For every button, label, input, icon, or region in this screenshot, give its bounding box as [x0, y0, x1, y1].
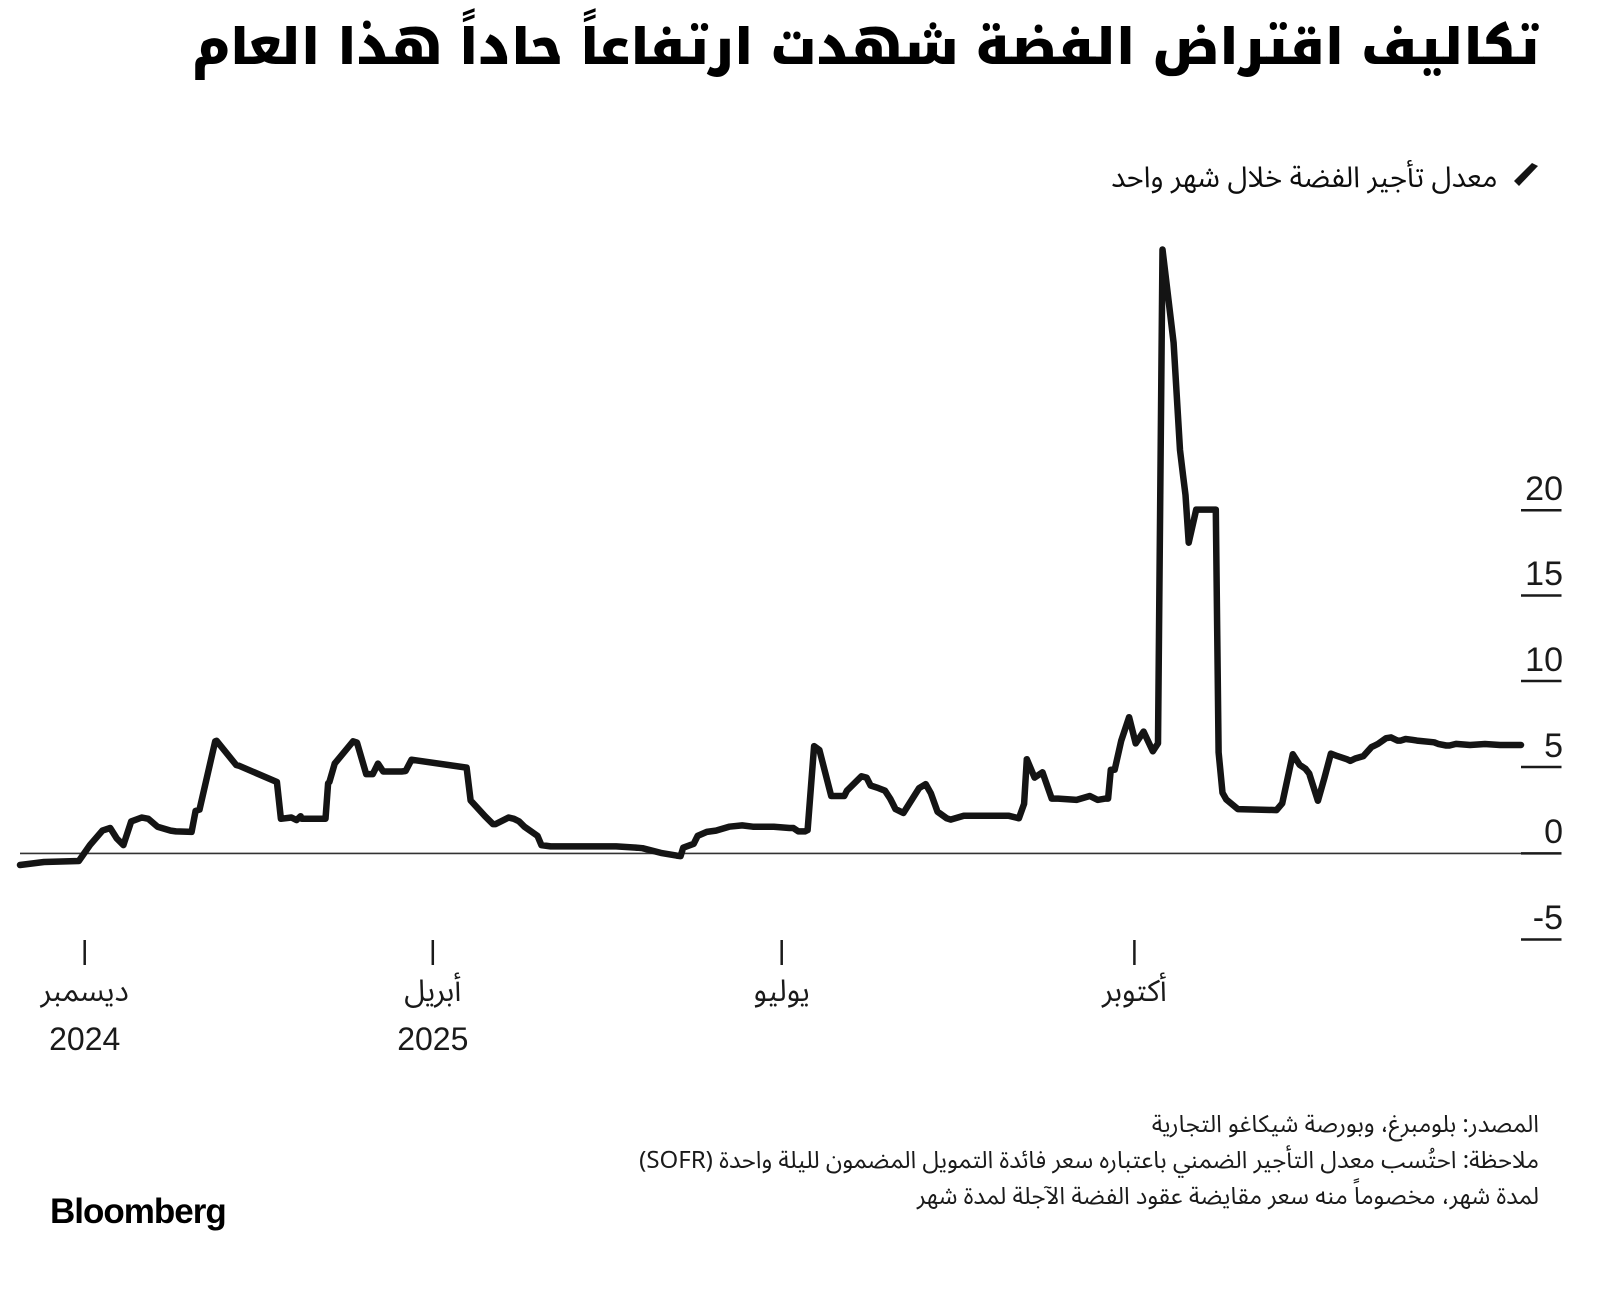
- svg-text:ديسمبر: ديسمبر: [40, 961, 129, 1024]
- svg-text:15: 15: [1525, 555, 1563, 593]
- svg-text:20: 20: [1525, 470, 1563, 508]
- svg-text:10: 10: [1525, 641, 1563, 679]
- svg-text:0: 0: [1544, 813, 1563, 851]
- svg-text:أبريل: أبريل: [404, 961, 461, 1024]
- svg-text:2025: 2025: [397, 1021, 468, 1057]
- svg-text:-5: -5: [1533, 899, 1563, 937]
- svg-text:يوليو: يوليو: [754, 961, 810, 1024]
- svg-text:5: 5: [1544, 727, 1563, 765]
- svg-text:2024: 2024: [49, 1021, 120, 1057]
- svg-text:أكتوبر: أكتوبر: [1101, 961, 1167, 1024]
